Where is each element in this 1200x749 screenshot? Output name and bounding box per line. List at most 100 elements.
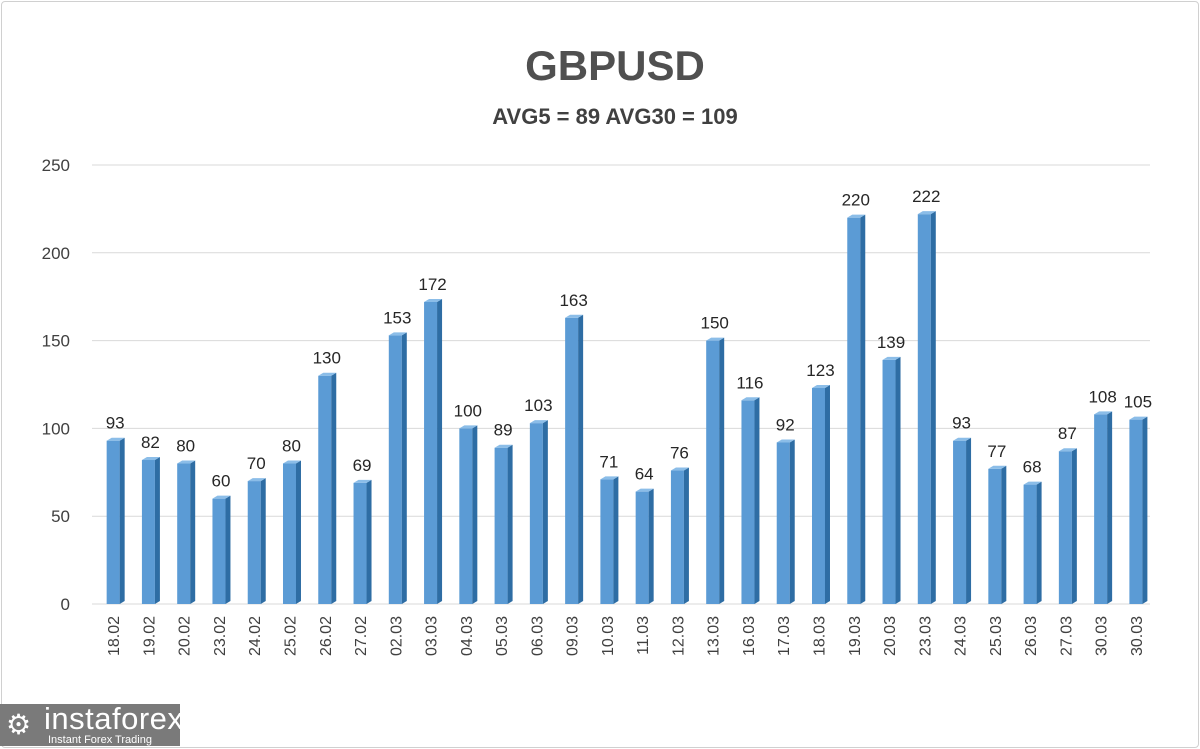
bar-side: [295, 460, 301, 604]
bar-side: [683, 467, 689, 604]
bar-top: [635, 488, 654, 492]
data-label: 80: [176, 437, 195, 456]
bar: [1023, 484, 1037, 604]
bar-side: [1142, 416, 1148, 604]
bar-top: [141, 457, 160, 461]
bar-top: [1058, 448, 1077, 452]
x-tick-label: 10.03: [600, 616, 617, 656]
data-label: 87: [1058, 424, 1077, 443]
data-label: 80: [282, 437, 301, 456]
x-tick-label: 11.03: [635, 616, 652, 655]
bar-side: [966, 437, 972, 604]
x-tick-label: 27.02: [353, 616, 370, 656]
x-tick-label: 25.03: [988, 616, 1005, 656]
bar: [106, 440, 120, 604]
data-label: 153: [383, 308, 411, 327]
x-tick-label: 30.03: [1094, 616, 1111, 656]
bar-top: [247, 478, 266, 482]
bar: [953, 440, 967, 604]
bar-top: [988, 465, 1007, 469]
data-label: 68: [1023, 458, 1042, 477]
bar: [565, 317, 579, 604]
data-label: 76: [670, 444, 689, 463]
bar-top: [529, 420, 548, 424]
bar-side: [930, 211, 936, 604]
x-tick-label: 04.03: [459, 616, 476, 656]
bar-side: [860, 214, 866, 604]
bar-top: [741, 397, 760, 401]
bar-top: [670, 467, 689, 471]
data-label: 89: [494, 421, 513, 440]
bar-top: [847, 214, 866, 218]
data-label: 93: [106, 414, 125, 433]
bar-side: [648, 488, 654, 604]
bar: [388, 335, 402, 604]
x-tick-label: 24.03: [953, 616, 970, 656]
data-label: 64: [635, 465, 654, 484]
chart-title: GBPUSD: [525, 42, 705, 89]
bar-side: [1107, 411, 1113, 604]
x-tick-label: 26.03: [1023, 616, 1040, 656]
bar-top: [600, 476, 619, 480]
bar-top: [917, 211, 936, 215]
bar-side: [789, 439, 795, 604]
bar: [741, 400, 755, 604]
bar-top: [388, 332, 407, 336]
data-label: 70: [247, 454, 266, 473]
bar-side: [366, 479, 372, 604]
bar-side: [578, 314, 584, 604]
bar-top: [776, 439, 795, 443]
bar: [1129, 419, 1143, 604]
data-label: 69: [353, 456, 372, 475]
logo-tagline: Instant Forex Trading: [48, 734, 152, 746]
data-label: 116: [736, 373, 763, 392]
data-label: 130: [313, 349, 341, 368]
data-label: 77: [987, 442, 1006, 461]
y-tick-label: 100: [42, 419, 70, 438]
bar: [1094, 414, 1108, 604]
bar-side: [190, 460, 196, 604]
x-tick-label: 17.03: [776, 616, 793, 656]
data-label: 172: [418, 275, 446, 294]
bar: [635, 491, 649, 604]
x-tick-label: 03.03: [424, 616, 441, 656]
x-tick-label: 13.03: [706, 616, 723, 656]
data-label: 92: [776, 415, 795, 434]
bar: [177, 463, 191, 604]
data-label: 103: [524, 396, 552, 415]
x-tick-label: 19.02: [141, 616, 158, 656]
bar: [424, 301, 438, 604]
x-tick-label: 16.03: [741, 616, 758, 656]
data-label: 220: [842, 191, 870, 210]
x-tick-label: 26.02: [318, 616, 335, 656]
bar-top: [424, 298, 443, 302]
bar-side: [895, 356, 901, 604]
bar: [1058, 451, 1072, 604]
logo-name: instaforex: [44, 704, 180, 736]
bar-side: [719, 337, 725, 604]
bar-top: [811, 385, 830, 389]
bar: [459, 428, 473, 604]
x-tick-label: 23.03: [917, 616, 934, 656]
bar-side: [472, 425, 478, 604]
bar-top: [106, 437, 125, 441]
x-tick-label: 19.03: [847, 616, 864, 656]
y-tick-label: 0: [61, 595, 70, 614]
bar: [494, 447, 508, 604]
data-label: 150: [701, 314, 729, 333]
bar: [282, 463, 296, 604]
data-label: 108: [1088, 387, 1116, 406]
bar-top: [459, 425, 478, 429]
bar: [706, 340, 720, 604]
y-tick-label: 250: [42, 156, 70, 175]
x-tick-label: 20.02: [177, 616, 194, 656]
bar-side: [260, 478, 266, 604]
bar-side: [331, 372, 337, 604]
bar-top: [177, 460, 196, 464]
bar-top: [565, 314, 584, 318]
bar: [529, 423, 543, 604]
bar-top: [1129, 416, 1148, 420]
bar-side: [754, 397, 760, 604]
bar: [600, 479, 614, 604]
